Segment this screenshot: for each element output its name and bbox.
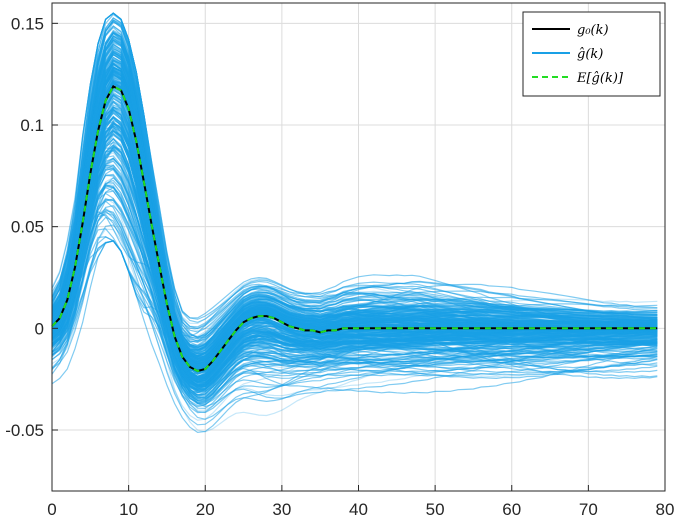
- x-tick-label: 0: [47, 500, 56, 519]
- x-tick-label: 50: [426, 500, 445, 519]
- estimate-realization-line: [51, 12, 658, 358]
- estimate-realization-line: [51, 110, 658, 372]
- estimate-realization-line: [51, 158, 658, 380]
- estimate-realization-line: [51, 59, 658, 357]
- mean-estimate-series-line: [51, 85, 658, 373]
- x-tick-label: 60: [502, 500, 521, 519]
- y-tick-label: 0.15: [11, 14, 44, 33]
- y-tick-label: 0.05: [11, 218, 44, 237]
- x-tick-label: 30: [272, 500, 291, 519]
- estimate-realization-line: [51, 240, 658, 374]
- estimate-realization-line: [51, 208, 658, 397]
- y-tick-label: 0.1: [20, 116, 44, 135]
- legend: g₀(k) ĝ(k) E[ĝ(k)]: [522, 11, 661, 97]
- estimate-realization-line: [51, 207, 658, 378]
- x-tick-label: 20: [196, 500, 215, 519]
- y-tick-label: -0.05: [5, 421, 44, 440]
- axes-box: [51, 2, 666, 492]
- estimate-realization-line: [51, 148, 658, 433]
- legend-entry-label: E[ĝ(k)]: [576, 71, 624, 86]
- x-tick-label: 80: [656, 500, 675, 519]
- estimate-realization-line: [51, 240, 658, 434]
- x-tick-label: 70: [579, 500, 598, 519]
- estimate-realization-line: [51, 40, 658, 378]
- y-tick-label: 0: [35, 319, 44, 338]
- estimate-realization-line: [51, 86, 658, 410]
- estimate-realization-line: [51, 70, 658, 371]
- x-tick-labels: 0 10 20 30 40 50 60 70 80: [47, 500, 674, 519]
- legend-entry-label: ĝ(k): [577, 47, 603, 62]
- estimate-realization-line: [51, 240, 658, 391]
- estimate-realization-line: [51, 240, 658, 394]
- legend-entry-label: g₀(k): [577, 23, 609, 38]
- x-tick-label: 10: [119, 500, 138, 519]
- y-tick-labels: -0.05 0 0.05 0.1 0.15: [5, 14, 44, 440]
- x-tick-label: 40: [349, 500, 368, 519]
- mean-estimate-line: [51, 85, 658, 373]
